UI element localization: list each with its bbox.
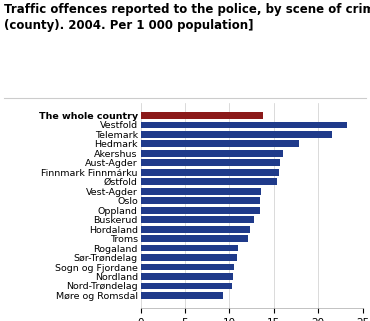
Bar <box>141 216 254 223</box>
Bar <box>141 122 347 128</box>
Bar <box>141 226 250 232</box>
Bar <box>141 207 260 213</box>
Bar <box>141 197 260 204</box>
Bar <box>141 112 263 119</box>
Bar <box>141 273 233 280</box>
Bar <box>141 235 248 242</box>
Bar <box>141 141 299 147</box>
Bar <box>141 254 236 261</box>
Text: Traffic offences reported to the police, by scene of crime
(county). 2004. Per 1: Traffic offences reported to the police,… <box>4 3 370 32</box>
Bar <box>141 188 261 195</box>
Bar <box>141 264 234 270</box>
Bar <box>141 160 280 166</box>
Bar <box>141 150 283 157</box>
Bar <box>141 131 332 138</box>
Bar <box>141 292 223 299</box>
Bar <box>141 282 232 289</box>
Bar <box>141 245 238 251</box>
Bar <box>141 178 278 185</box>
Bar <box>141 169 279 176</box>
